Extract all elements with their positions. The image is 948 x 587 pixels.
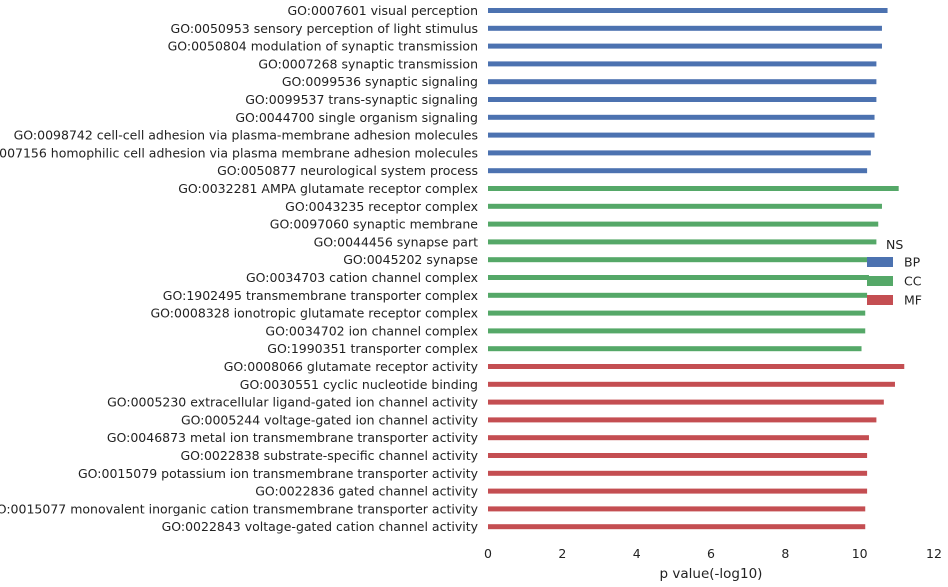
- category-label: GO:0097060 synaptic membrane: [270, 217, 479, 232]
- category-label: GO:0005230 extracellular ligand-gated io…: [107, 395, 479, 410]
- bar: [488, 364, 905, 369]
- bar: [488, 524, 866, 530]
- x-tick-label: 6: [707, 546, 715, 561]
- legend-label: MF: [904, 293, 922, 308]
- category-label: GO:0032281 AMPA glutamate receptor compl…: [178, 181, 478, 196]
- category-label: GO:0022843 voltage-gated cation channel …: [162, 519, 479, 534]
- bar: [488, 186, 899, 191]
- bar: [488, 97, 877, 102]
- x-tick-label: 0: [484, 546, 492, 561]
- category-label: GO:0050877 neurological system process: [217, 163, 478, 178]
- category-label: GO:0044700 single organism signaling: [235, 110, 478, 125]
- category-label: GO:0050804 modulation of synaptic transm…: [168, 39, 478, 54]
- category-label: GO:0015079 potassium ion transmembrane t…: [78, 466, 479, 481]
- bar: [488, 346, 862, 352]
- category-label: GO:0015077 monovalent inorganic cation t…: [0, 501, 479, 516]
- category-labels: GO:0007601 visual perception GO:0050953 s…: [0, 3, 479, 534]
- bar: [488, 453, 868, 458]
- category-label: GO:0007268 synaptic transmission: [258, 56, 478, 71]
- category-label: GO:0099536 synaptic signaling: [282, 74, 478, 89]
- bar: [488, 168, 868, 174]
- bar: [488, 257, 873, 263]
- category-label: GO:0007156 homophilic cell adhesion via …: [0, 145, 478, 160]
- bar-group: [488, 8, 905, 530]
- legend-swatch: [867, 257, 893, 267]
- category-label: GO:0007601 visual perception: [287, 3, 478, 18]
- category-label: GO:0030551 cyclic nucleotide binding: [240, 377, 478, 392]
- bar: [488, 275, 869, 280]
- category-label: GO:0034702 ion channel complex: [265, 323, 478, 338]
- bar: [488, 381, 895, 387]
- category-label: GO:0045202 synapse: [343, 252, 478, 267]
- bar: [488, 435, 869, 441]
- bar: [488, 506, 866, 512]
- legend-swatch: [867, 276, 893, 286]
- bar: [488, 114, 875, 120]
- category-label: GO:0043235 receptor complex: [285, 199, 478, 214]
- x-tick-label: 10: [852, 546, 868, 561]
- x-tick-label: 12: [926, 546, 942, 561]
- bar: [488, 25, 882, 31]
- category-label: GO:1902495 transmembrane transporter com…: [163, 288, 478, 303]
- category-label: GO:1990351 transporter complex: [267, 341, 478, 356]
- category-label: GO:0008066 glutamate receptor activity: [224, 359, 479, 374]
- category-label: GO:0046873 metal ion transmembrane trans…: [107, 430, 479, 445]
- category-label: GO:0099537 trans-synaptic signaling: [245, 92, 478, 107]
- bar: [488, 8, 888, 13]
- bar: [488, 310, 866, 316]
- bar: [488, 203, 882, 209]
- bar: [488, 488, 868, 494]
- bar: [488, 150, 871, 156]
- bar: [488, 221, 879, 227]
- bar: [488, 328, 866, 334]
- bar: [488, 470, 868, 476]
- legend-entries: BP CC MF: [867, 255, 922, 308]
- bar: [488, 79, 877, 85]
- category-label: GO:0044456 synapse part: [314, 234, 478, 249]
- x-axis-ticks: 0 2 4 6 8 10 12: [484, 546, 942, 561]
- legend-swatch: [867, 295, 893, 305]
- bar: [488, 43, 882, 49]
- bar: [488, 399, 884, 405]
- category-label: GO:0098742 cell-cell adhesion via plasma…: [14, 128, 478, 143]
- legend-title: NS: [886, 237, 903, 252]
- x-axis-title: p value(-log10): [660, 566, 763, 582]
- legend: NS BP CC MF: [867, 237, 922, 308]
- bar: [488, 132, 875, 138]
- category-label: GO:0050953 sensory perception of light s…: [171, 21, 478, 36]
- category-label: GO:0022838 substrate-specific channel ac…: [180, 448, 478, 463]
- category-label: GO:0034703 cation channel complex: [246, 270, 478, 285]
- legend-label: CC: [904, 274, 922, 289]
- legend-label: BP: [904, 255, 921, 270]
- category-label: GO:0022836 gated channel activity: [255, 484, 478, 499]
- bar: [488, 292, 868, 298]
- x-tick-label: 2: [558, 546, 566, 561]
- x-tick-label: 8: [781, 546, 789, 561]
- category-label: GO:0005244 voltage-gated ion channel act…: [181, 412, 479, 427]
- bar: [488, 417, 877, 423]
- bar: [488, 61, 877, 67]
- bar: [488, 239, 877, 245]
- x-tick-label: 4: [633, 546, 641, 561]
- category-label: GO:0008328 ionotropic glutamate receptor…: [151, 306, 479, 321]
